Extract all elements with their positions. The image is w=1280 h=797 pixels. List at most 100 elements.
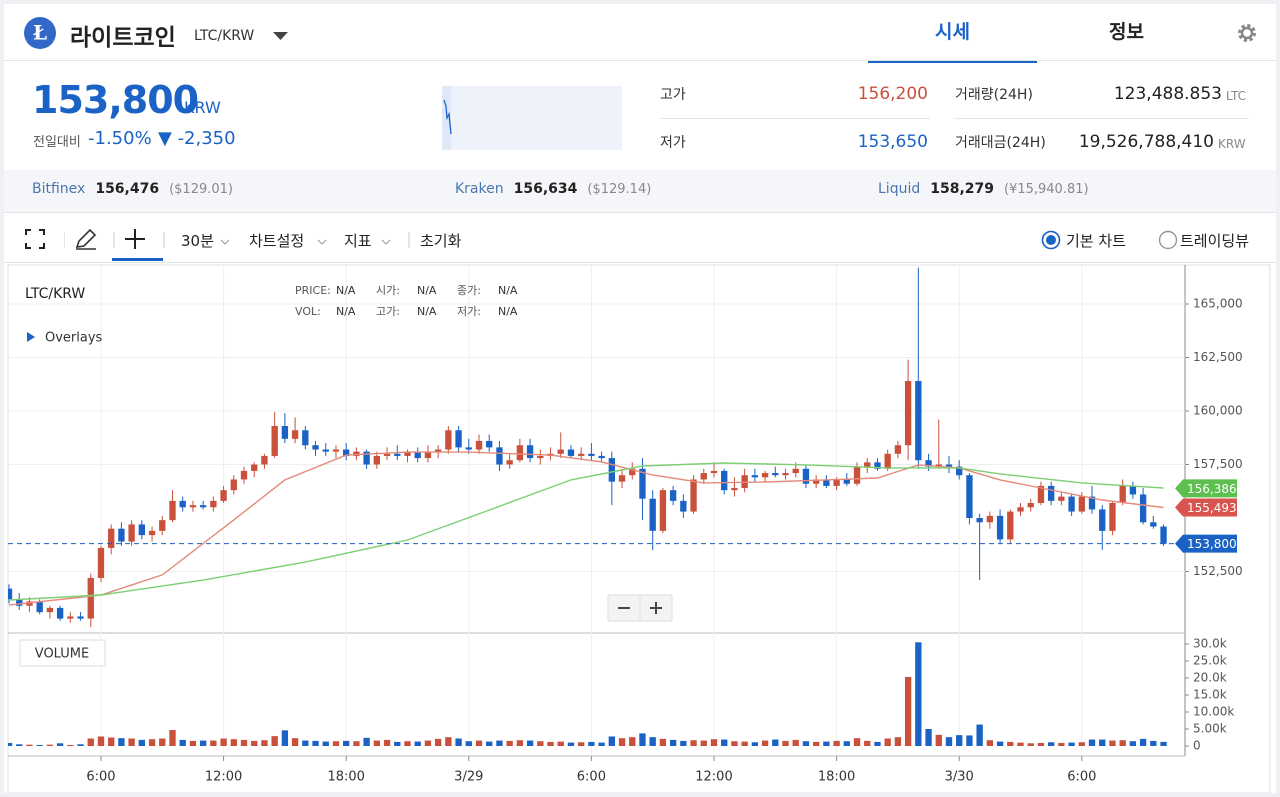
volume-bar — [424, 740, 432, 746]
volume-bar — [87, 738, 94, 746]
divider — [4, 212, 1276, 213]
chart-frame — [7, 264, 1271, 793]
candle-body — [526, 445, 534, 459]
view-radios — [1041, 230, 1178, 250]
candle-body — [332, 449, 340, 452]
divider — [955, 118, 1249, 119]
candle-body — [312, 445, 319, 450]
candle-body — [465, 447, 472, 450]
candle-body — [373, 455, 381, 465]
x-tick-label: 18:00 — [818, 770, 855, 785]
volume-bar — [118, 738, 125, 746]
volume-bar — [281, 730, 289, 746]
volume-bar — [578, 742, 585, 746]
volume-bar — [108, 737, 115, 746]
candle-body — [782, 473, 789, 476]
view-option[interactable]: 기본 차트 — [1066, 232, 1126, 250]
volume-bar — [823, 741, 830, 746]
tab-active[interactable]: 시세 — [868, 4, 1037, 63]
y-tick-label: 165,000 — [1193, 296, 1243, 310]
volume-bar — [1099, 739, 1106, 746]
candle-body — [455, 430, 462, 448]
legend-value: N/A — [417, 305, 437, 318]
legend-key: 시가: — [376, 284, 400, 297]
volume-bar — [179, 739, 186, 746]
volume-bar — [915, 642, 922, 746]
settings-icon[interactable] — [1236, 22, 1258, 44]
volume-bar — [373, 740, 381, 746]
volume-bar — [904, 676, 912, 746]
candle-body — [976, 517, 983, 523]
volume-bar — [486, 741, 493, 746]
tab[interactable]: 정보 — [1109, 21, 1144, 43]
candle-body — [36, 601, 43, 613]
candle-body — [353, 451, 360, 456]
candle-body — [26, 601, 33, 606]
volume-bar — [475, 740, 483, 746]
volume-bar — [1037, 742, 1045, 746]
volume-bar — [1058, 742, 1065, 746]
candle-body — [690, 479, 697, 512]
volume-bar — [976, 724, 983, 746]
candle-body — [77, 616, 84, 619]
candle-body — [16, 599, 23, 606]
exchange-usd: ($129.14) — [587, 182, 652, 197]
candle-body — [608, 458, 615, 482]
candle-body — [925, 460, 932, 467]
candle-body — [516, 445, 524, 461]
volume-bar — [629, 737, 636, 746]
candle-body — [1129, 485, 1137, 495]
candle-body — [598, 455, 605, 459]
toolbar-decor — [64, 232, 410, 248]
stat-value: 123,488.853 — [1113, 84, 1222, 104]
chart-settings[interactable]: 차트설정 — [249, 232, 305, 250]
candle-body — [1119, 485, 1126, 504]
legend-key: VOL: — [295, 305, 321, 318]
volume-bar — [445, 737, 452, 746]
candle-body — [281, 425, 289, 439]
volume-bar — [792, 739, 799, 746]
exchange-bar — [4, 170, 1276, 212]
candle-body — [56, 607, 64, 619]
draw-icon[interactable] — [74, 228, 98, 250]
volume-bar — [751, 742, 759, 746]
fullscreen-icon[interactable] — [24, 228, 46, 250]
candle-body — [220, 490, 227, 501]
candle-body — [557, 449, 564, 454]
indicators[interactable]: 지표 — [344, 232, 372, 250]
volume-bar — [1160, 741, 1167, 746]
volume-label-box — [19, 639, 106, 667]
stat-label: 거래량(24H) — [955, 87, 1033, 103]
candle-body — [210, 500, 217, 508]
reset[interactable]: 초기화 — [420, 232, 462, 250]
divider — [660, 118, 930, 119]
candle-body — [486, 440, 493, 448]
volume-bar — [639, 733, 646, 746]
stat-label: 저가 — [660, 135, 686, 151]
candle-body — [894, 445, 902, 454]
volume-bar — [128, 738, 135, 746]
volume-bar — [455, 738, 462, 746]
volume-bar — [148, 739, 156, 746]
interval[interactable]: 30분 — [181, 232, 214, 250]
volume-bar — [526, 740, 534, 746]
stat-unit: LTC — [1226, 89, 1247, 103]
candle-body — [230, 479, 237, 491]
volume-bar — [598, 742, 605, 746]
price-tag — [1175, 534, 1237, 553]
volume-bar — [1027, 743, 1034, 746]
view-option[interactable]: 트레이딩뷰 — [1180, 232, 1250, 250]
candle-body — [271, 425, 278, 456]
pair-dropdown[interactable] — [272, 30, 290, 42]
candle-body — [506, 460, 513, 465]
volume-bar — [649, 737, 656, 746]
zoom-controls — [607, 594, 673, 622]
change-abs: ▼ -2,350 — [158, 128, 236, 149]
currency: KRW — [184, 98, 221, 117]
candle-body — [904, 381, 912, 446]
crosshair-icon[interactable] — [124, 228, 146, 250]
volume-bar — [189, 740, 197, 746]
stat-unit: KRW — [1218, 137, 1246, 151]
exchange: Bitfinex 156,476 ($129.01) — [32, 181, 233, 197]
volume-bar — [1047, 742, 1055, 746]
